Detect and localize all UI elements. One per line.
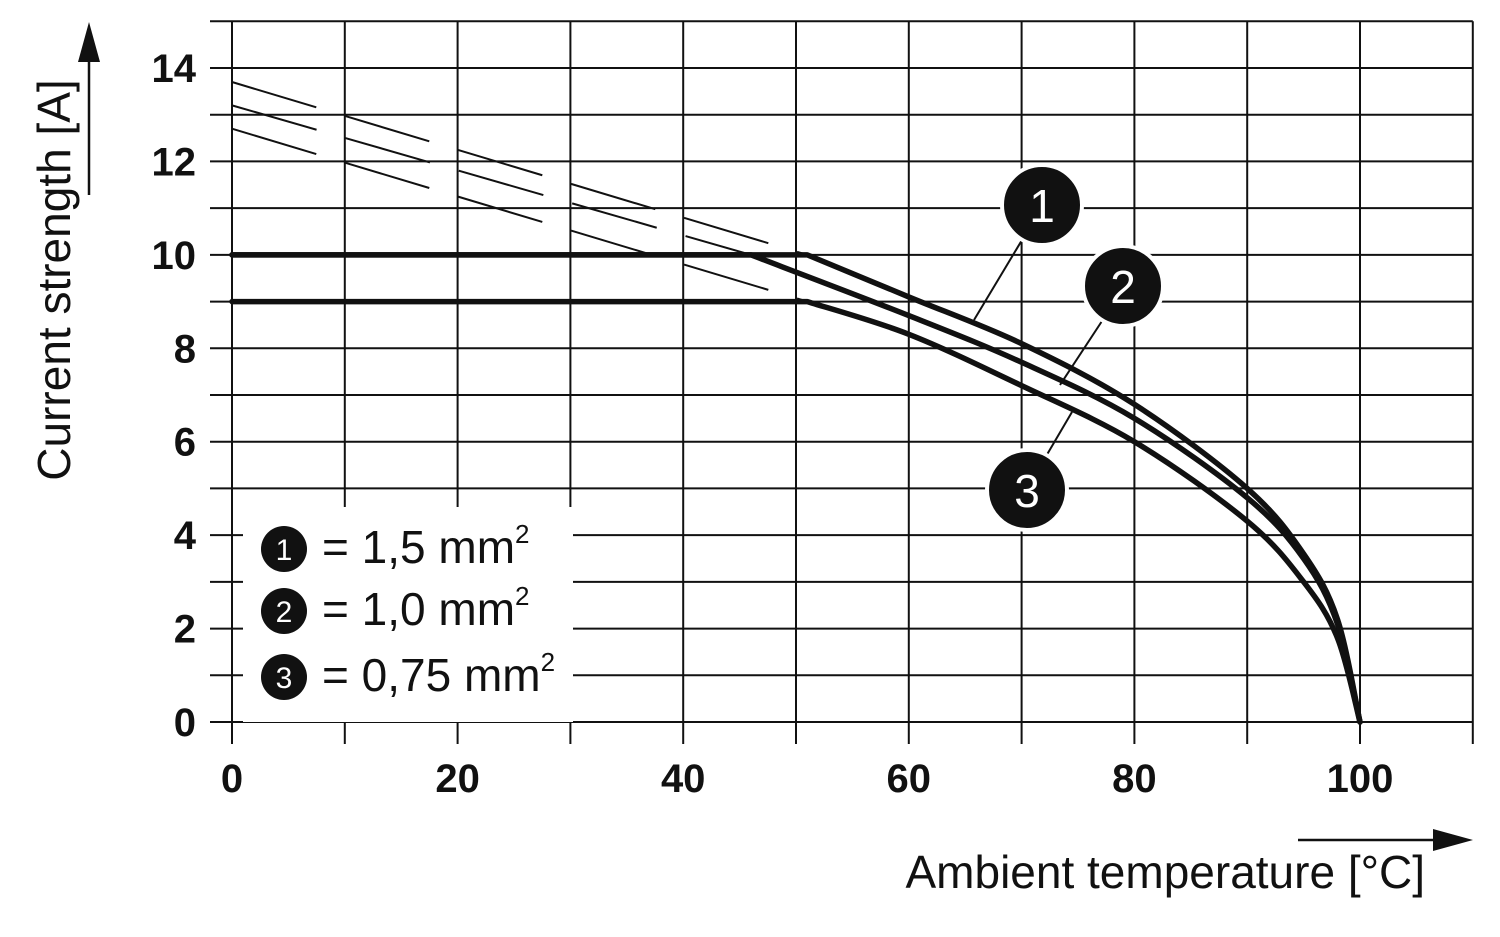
y-tick-label: 8 bbox=[174, 327, 196, 371]
y-axis-title: Current strength [A] bbox=[28, 79, 80, 480]
legend-label-3: = 0,75 mm2 bbox=[322, 647, 555, 701]
callout-2-label: 2 bbox=[1110, 261, 1136, 313]
grid bbox=[210, 20, 1474, 744]
y-tick-label: 14 bbox=[152, 47, 197, 91]
callout-3: 3 bbox=[985, 411, 1073, 532]
series-lines bbox=[229, 252, 1363, 725]
x-tick-label: 40 bbox=[661, 757, 706, 801]
x-tick-label: 80 bbox=[1112, 757, 1157, 801]
legend-entry-2: 2 = 1,0 mm2 bbox=[261, 581, 529, 635]
dashed-extension-lines bbox=[231, 81, 808, 303]
legend-label-1: = 1,5 mm2 bbox=[322, 519, 529, 573]
legend-marker-1-label: 1 bbox=[276, 534, 293, 567]
series-line-3 bbox=[229, 298, 1363, 725]
y-tick-label: 4 bbox=[174, 514, 197, 558]
legend-marker-1 bbox=[261, 526, 307, 572]
callout-1: 1 bbox=[973, 163, 1084, 321]
legend-marker-3-label: 3 bbox=[276, 662, 293, 695]
legend-marker-2-label: 2 bbox=[276, 596, 293, 629]
legend-label-2: = 1,0 mm2 bbox=[322, 581, 529, 635]
callout-3-leader bbox=[1044, 411, 1073, 459]
legend-marker-2 bbox=[261, 588, 307, 634]
y-tick-label: 10 bbox=[152, 234, 197, 278]
x-axis-arrow bbox=[1298, 829, 1473, 851]
y-tick-label: 0 bbox=[174, 701, 196, 745]
dashed-extension-2 bbox=[231, 104, 752, 256]
callout-1-marker bbox=[1000, 163, 1084, 247]
callout-1-label: 1 bbox=[1029, 180, 1055, 232]
y-tick-label: 12 bbox=[152, 140, 197, 184]
x-tick-label: 100 bbox=[1327, 757, 1394, 801]
x-axis-title: Ambient temperature [°C] bbox=[906, 846, 1426, 898]
dashed-extension-1 bbox=[231, 81, 808, 256]
legend-marker-3 bbox=[261, 654, 307, 700]
callout-2: 2 bbox=[1059, 244, 1165, 386]
y-tick-label: 6 bbox=[174, 421, 196, 465]
callout-1-leader bbox=[973, 239, 1023, 321]
x-tick-labels: 0 20 40 60 80 100 bbox=[221, 757, 1394, 801]
callout-3-marker bbox=[985, 448, 1069, 532]
legend-entry-3: 3 = 0,75 mm2 bbox=[261, 647, 555, 701]
series-line-2 bbox=[229, 252, 1363, 725]
y-tick-labels: 0 2 4 6 8 10 12 14 bbox=[152, 47, 197, 745]
x-tick-label: 0 bbox=[221, 757, 243, 801]
legend: 1 = 1,5 mm2 2 = 1,0 mm2 3 = 0,75 mm2 bbox=[243, 507, 573, 722]
callout-2-leader bbox=[1059, 317, 1105, 386]
y-tick-label: 2 bbox=[174, 608, 196, 652]
dashed-extension-3 bbox=[231, 127, 808, 303]
callout-2-marker bbox=[1081, 244, 1165, 328]
callout-3-label: 3 bbox=[1014, 465, 1040, 517]
x-tick-label: 20 bbox=[435, 757, 480, 801]
y-axis-arrow bbox=[78, 22, 100, 195]
legend-entry-1: 1 = 1,5 mm2 bbox=[261, 519, 529, 573]
x-tick-label: 60 bbox=[887, 757, 932, 801]
